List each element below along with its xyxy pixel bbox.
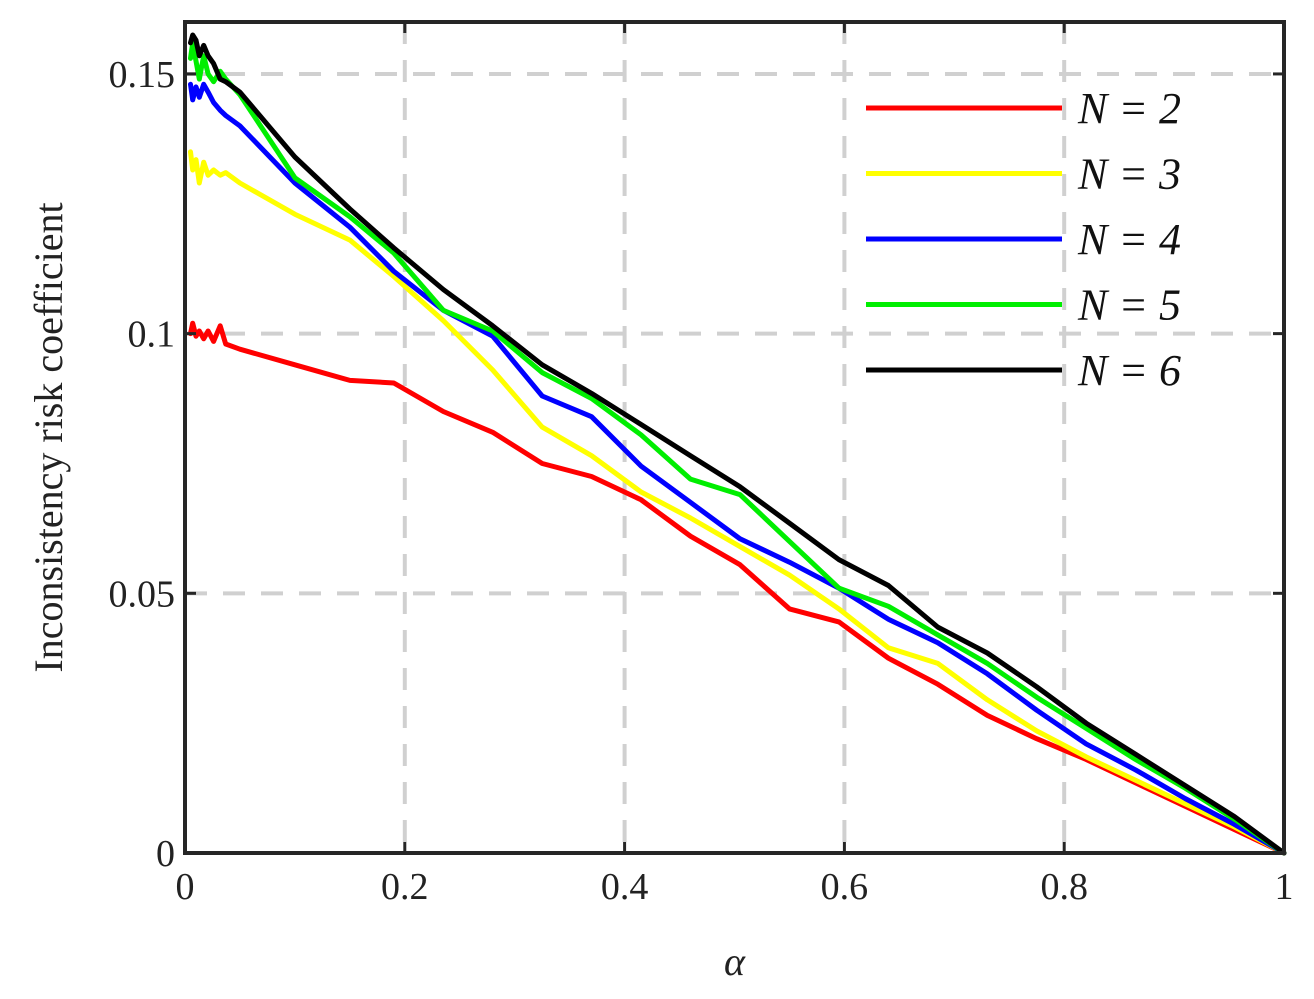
legend-label: N = 3 xyxy=(1077,150,1181,199)
y-tick-label: 0.05 xyxy=(109,573,176,615)
legend-label: N = 2 xyxy=(1077,84,1181,133)
series-line-5 xyxy=(188,32,1287,856)
legend: N = 2 N = 3 N = 4 N = 5 N = 6 xyxy=(866,84,1181,395)
series-lines xyxy=(188,32,1287,856)
x-axis-label: α xyxy=(724,939,746,984)
legend-label: N = 5 xyxy=(1077,281,1181,330)
series-line-3 xyxy=(188,81,1287,856)
x-tick-label: 0.8 xyxy=(1040,866,1088,908)
axis-tick-labels: 0 0.2 0.4 0.6 0.8 1 0 0.05 0.1 0.15 xyxy=(109,54,1294,908)
y-tick-label: 0 xyxy=(156,833,175,875)
axis-ticks xyxy=(183,22,1286,855)
x-tick-label: 0.2 xyxy=(381,866,429,908)
y-tick-label: 0.1 xyxy=(128,314,176,356)
legend-label: N = 4 xyxy=(1077,215,1181,264)
x-tick-label: 0.4 xyxy=(601,866,649,908)
series-line-1 xyxy=(188,320,1287,856)
x-tick-label: 0 xyxy=(176,866,195,908)
x-tick-label: 0.6 xyxy=(821,866,869,908)
plot-frame xyxy=(183,20,1286,855)
series-line-2 xyxy=(188,149,1287,856)
legend-label: N = 6 xyxy=(1077,346,1181,395)
y-axis-label: Inconsistency risk coefficient xyxy=(26,202,71,672)
series-line-4 xyxy=(188,40,1287,856)
x-tick-label: 1 xyxy=(1275,866,1294,908)
y-tick-label: 0.15 xyxy=(109,54,176,96)
